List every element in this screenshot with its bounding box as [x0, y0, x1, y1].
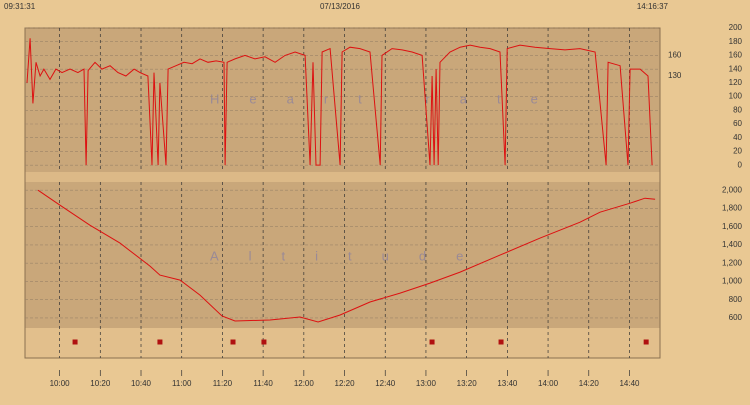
y-tick-label: 1,200: [722, 258, 743, 267]
y-tick-label: 200: [729, 23, 743, 32]
alt-watermark: Altitude: [210, 248, 493, 263]
hr-watermark: Heart rate: [210, 91, 568, 106]
x-tick-label: 13:20: [457, 379, 478, 388]
y-tick-label: 80: [733, 105, 742, 114]
y-tick-label: 2,000: [722, 185, 743, 194]
x-tick-label: 10:00: [50, 379, 71, 388]
x-tick-label: 13:40: [497, 379, 518, 388]
x-tick-label: 13:00: [416, 379, 437, 388]
alt-panel: [25, 182, 660, 328]
header-center: 07/13/2016: [320, 2, 361, 11]
lap-marker: [261, 339, 267, 345]
series-line: [37, 189, 656, 323]
series-line: [26, 38, 653, 166]
y-tick-label: 0: [738, 160, 743, 169]
lap-marker: [157, 339, 163, 345]
annotation: 130: [668, 71, 682, 80]
header-left: 09:31:31: [4, 2, 36, 11]
x-tick-label: 12:40: [375, 379, 396, 388]
y-tick-label: 1,400: [722, 240, 743, 249]
y-tick-label: 160: [729, 51, 743, 60]
y-tick-label: 60: [733, 119, 742, 128]
lap-strip: [25, 328, 660, 358]
panel-gap: [25, 172, 660, 182]
header-right: 14:16:37: [637, 2, 669, 11]
x-tick-label: 11:20: [213, 379, 233, 388]
x-tick-label: 12:00: [294, 379, 315, 388]
lap-marker: [72, 339, 78, 345]
x-tick-label: 10:40: [131, 379, 152, 388]
y-tick-label: 600: [729, 313, 743, 322]
y-tick-label: 140: [729, 64, 743, 73]
lap-marker: [643, 339, 649, 345]
lap-marker: [230, 339, 236, 345]
y-tick-label: 180: [729, 37, 743, 46]
lap-marker: [429, 339, 435, 345]
y-tick-label: 120: [729, 78, 743, 87]
y-tick-label: 1,000: [722, 277, 743, 286]
y-tick-label: 40: [733, 133, 742, 142]
x-tick-label: 12:20: [335, 379, 356, 388]
y-tick-label: 100: [729, 92, 743, 101]
x-tick-label: 14:40: [619, 379, 640, 388]
x-tick-label: 11:40: [253, 379, 273, 388]
y-tick-label: 20: [733, 147, 742, 156]
y-tick-label: 1,800: [722, 204, 743, 213]
x-tick-label: 14:20: [579, 379, 600, 388]
x-tick-label: 11:00: [172, 379, 192, 388]
y-tick-label: 1,600: [722, 222, 743, 231]
annotation: 160: [668, 51, 682, 60]
y-tick-label: 800: [729, 295, 743, 304]
lap-marker: [498, 339, 504, 345]
x-tick-label: 14:00: [538, 379, 559, 388]
x-tick-label: 10:20: [90, 379, 111, 388]
